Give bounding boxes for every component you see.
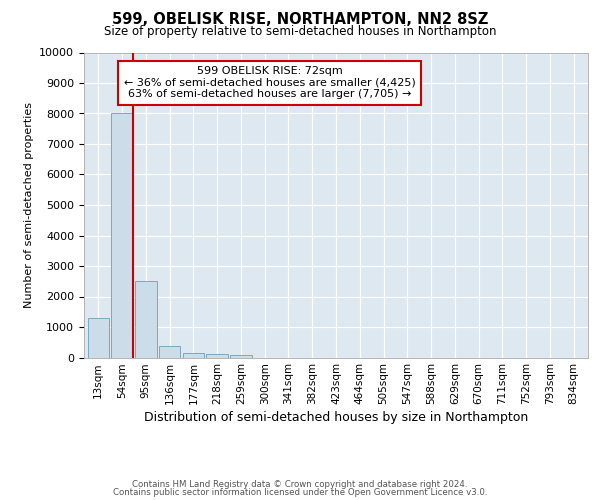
Bar [182, 353, 204, 358]
Text: 599 OBELISK RISE: 72sqm
← 36% of semi-detached houses are smaller (4,425)
63% of: 599 OBELISK RISE: 72sqm ← 36% of semi-de… [124, 66, 415, 100]
Bar [88, 318, 109, 358]
Bar [230, 356, 251, 358]
Bar [135, 281, 157, 357]
Text: 599, OBELISK RISE, NORTHAMPTON, NN2 8SZ: 599, OBELISK RISE, NORTHAMPTON, NN2 8SZ [112, 12, 488, 28]
X-axis label: Distribution of semi-detached houses by size in Northampton: Distribution of semi-detached houses by … [144, 412, 528, 424]
Bar [159, 346, 180, 358]
Bar [112, 114, 133, 358]
Text: Size of property relative to semi-detached houses in Northampton: Size of property relative to semi-detach… [104, 25, 496, 38]
Y-axis label: Number of semi-detached properties: Number of semi-detached properties [24, 102, 34, 308]
Text: Contains HM Land Registry data © Crown copyright and database right 2024.: Contains HM Land Registry data © Crown c… [132, 480, 468, 489]
Text: Contains public sector information licensed under the Open Government Licence v3: Contains public sector information licen… [113, 488, 487, 497]
Bar [206, 354, 228, 358]
